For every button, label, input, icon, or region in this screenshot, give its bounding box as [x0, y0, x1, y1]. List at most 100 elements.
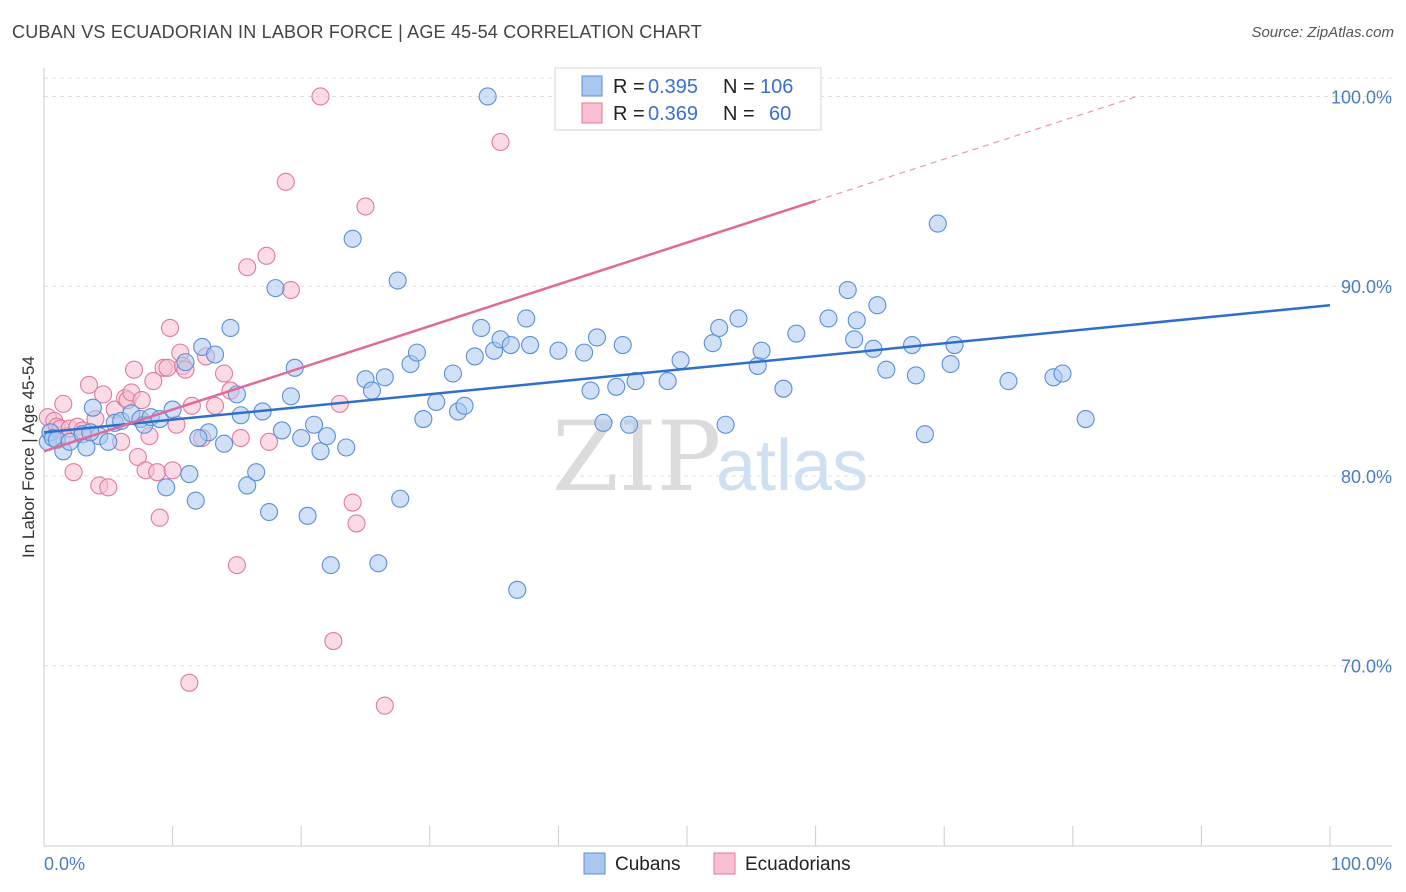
cuban-point — [845, 330, 864, 349]
ecuadorian-point — [180, 673, 199, 692]
x-tick-label-max: 100.0% — [1331, 854, 1392, 874]
legend-swatch-cubans — [581, 75, 603, 97]
cuban-point — [508, 580, 527, 599]
ecuadorian-point — [99, 478, 118, 497]
cuban-point — [703, 334, 722, 353]
axes — [43, 68, 1392, 847]
ecuadorian-point — [205, 396, 225, 415]
series-legend-label-cubans: Cubans — [615, 854, 681, 875]
ecuadorian-point — [64, 463, 83, 482]
y-tick-label-70: 70.0% — [1341, 657, 1392, 677]
cuban-points — [38, 87, 1095, 599]
ecuadorian-point — [276, 172, 295, 191]
cuban-point — [369, 554, 388, 573]
cuban-point — [375, 368, 394, 387]
cuban-point — [620, 415, 639, 434]
ecuadorian-point — [324, 632, 343, 651]
ecuadorian-point — [79, 375, 99, 394]
cuban-point — [391, 489, 410, 508]
ecuadorian-point — [347, 514, 366, 533]
ecuadorian-point — [148, 463, 167, 482]
source-label: Source: ZipAtlas.com — [1251, 24, 1394, 41]
cuban-point — [945, 335, 964, 355]
ecuadorian-point — [160, 318, 180, 338]
ecuadorian-point — [144, 372, 163, 391]
cuban-point — [317, 427, 336, 446]
legend-n-label-ecuadorians: N = — [723, 103, 755, 125]
ecuadorian-point — [94, 385, 113, 404]
cuban-point — [407, 343, 426, 362]
cuban-point — [928, 214, 947, 233]
ecuadorian-point — [491, 132, 510, 152]
cuban-point — [575, 343, 594, 362]
ecuadorian-point — [128, 447, 147, 467]
cuban-point — [594, 413, 613, 432]
trend-lines — [43, 95, 1331, 453]
cuban-point — [180, 465, 199, 484]
cuban-point — [729, 309, 748, 328]
legend-r-label-cubans: R = — [613, 76, 645, 98]
cuban-point — [343, 229, 362, 248]
cuban-point — [941, 354, 960, 374]
ecuadorian-point — [257, 246, 276, 265]
ecuadorian-point — [311, 87, 330, 106]
series-legend-label-ecuadorians: Ecuadorians — [745, 854, 851, 875]
cuban-point — [774, 379, 793, 398]
watermark-atlas: atlas — [716, 426, 868, 506]
chart-title: CUBAN VS ECUADORIAN IN LABOR FORCE | AGE… — [12, 22, 702, 42]
cuban-point — [501, 335, 520, 355]
cuban-point — [521, 335, 540, 355]
cuban-point — [787, 324, 806, 343]
x-ticks — [43, 826, 1331, 846]
cuban-point — [292, 428, 311, 448]
cuban-point — [587, 328, 607, 347]
ecuadorians-trend-extension — [815, 95, 1138, 202]
cuban-point — [298, 506, 317, 525]
cuban-point — [1053, 364, 1072, 383]
cuban-point — [321, 556, 340, 575]
cuban-point — [414, 409, 433, 429]
grid-lines — [44, 77, 1392, 667]
cuban-point — [906, 366, 925, 385]
series-legend: Cubans Ecuadorians — [583, 852, 851, 875]
cuban-point — [83, 398, 102, 417]
cuban-point — [847, 311, 866, 330]
legend-swatch-ecuadorians — [581, 102, 603, 124]
cuban-point — [259, 502, 279, 522]
legend-r-label-ecuadorians: R = — [613, 103, 645, 125]
cuban-point — [231, 406, 250, 425]
ecuadorian-point — [259, 432, 279, 451]
cuban-point — [549, 341, 568, 360]
y-tick-label-100: 100.0% — [1331, 87, 1392, 107]
cuban-point — [658, 372, 677, 391]
ecuadorian-point — [356, 197, 375, 216]
series-legend-swatch-ecuadorians — [713, 852, 736, 875]
series-legend-swatch-cubans — [583, 852, 606, 875]
cuban-point — [189, 428, 208, 448]
ecuadorian-point — [238, 258, 257, 277]
ecuadorian-point — [54, 394, 73, 413]
legend-n-value-cubans: 106 — [760, 76, 793, 98]
cuban-point — [281, 387, 300, 406]
cuban-point — [337, 438, 356, 457]
cuban-point — [671, 351, 690, 370]
y-tick-label-90: 90.0% — [1341, 277, 1392, 297]
watermark-zip: ZIP — [552, 401, 721, 513]
ecuadorian-point — [375, 696, 394, 715]
ecuadorian-point — [343, 493, 362, 512]
cuban-point — [186, 491, 205, 510]
y-tick-label-80: 80.0% — [1341, 467, 1392, 487]
cuban-point — [311, 442, 330, 461]
cuban-point — [238, 476, 257, 495]
cuban-point — [221, 318, 240, 338]
x-tick-label-min: 0.0% — [44, 854, 85, 874]
cuban-point — [272, 421, 291, 440]
cuban-point — [819, 309, 838, 328]
cuban-point — [752, 341, 771, 360]
cuban-point — [362, 381, 381, 400]
cuban-point — [517, 309, 536, 328]
watermark: ZIP atlas — [552, 401, 868, 513]
ecuadorian-point — [227, 556, 246, 575]
ecuadorian-point — [214, 364, 234, 383]
